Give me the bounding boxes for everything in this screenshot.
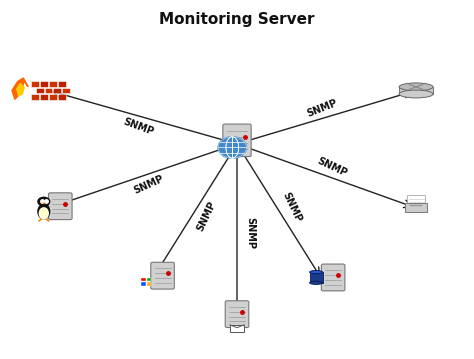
Ellipse shape (310, 271, 323, 274)
Ellipse shape (399, 83, 433, 91)
Bar (62, 88, 70, 93)
Ellipse shape (310, 281, 323, 284)
Bar (31, 94, 39, 100)
Bar (36, 88, 44, 93)
Polygon shape (17, 83, 24, 96)
Bar (141, 282, 146, 286)
Text: SNMP: SNMP (195, 199, 218, 232)
Bar (54, 88, 61, 93)
Text: SNMP: SNMP (245, 217, 255, 249)
Bar (49, 94, 57, 100)
Bar (58, 94, 66, 100)
Bar (58, 81, 66, 87)
Text: SNMP: SNMP (280, 191, 303, 224)
FancyBboxPatch shape (48, 193, 72, 220)
Circle shape (218, 137, 246, 158)
Bar (410, 205, 422, 206)
Bar (31, 81, 39, 87)
FancyBboxPatch shape (225, 301, 249, 327)
Ellipse shape (39, 208, 48, 218)
Polygon shape (12, 78, 28, 99)
Bar (230, 325, 244, 332)
Text: SNMP: SNMP (131, 174, 165, 196)
Text: Monitoring Server: Monitoring Server (159, 12, 315, 27)
Bar (407, 195, 425, 206)
FancyBboxPatch shape (321, 264, 345, 291)
Bar (49, 81, 57, 87)
Bar (405, 203, 428, 212)
Bar (146, 282, 151, 286)
FancyBboxPatch shape (151, 262, 174, 289)
Text: SNMP: SNMP (121, 116, 155, 137)
Text: SNMP: SNMP (305, 97, 338, 118)
Circle shape (37, 197, 50, 206)
Ellipse shape (38, 207, 49, 220)
Text: SNMP: SNMP (316, 155, 349, 178)
Bar (146, 278, 151, 281)
Bar (310, 272, 323, 283)
Ellipse shape (37, 204, 50, 220)
Bar (45, 88, 53, 93)
Bar (141, 278, 146, 281)
Bar (40, 81, 48, 87)
Polygon shape (42, 202, 46, 204)
FancyBboxPatch shape (223, 124, 251, 157)
Ellipse shape (399, 90, 433, 98)
Bar (40, 94, 48, 100)
Bar (399, 87, 433, 94)
